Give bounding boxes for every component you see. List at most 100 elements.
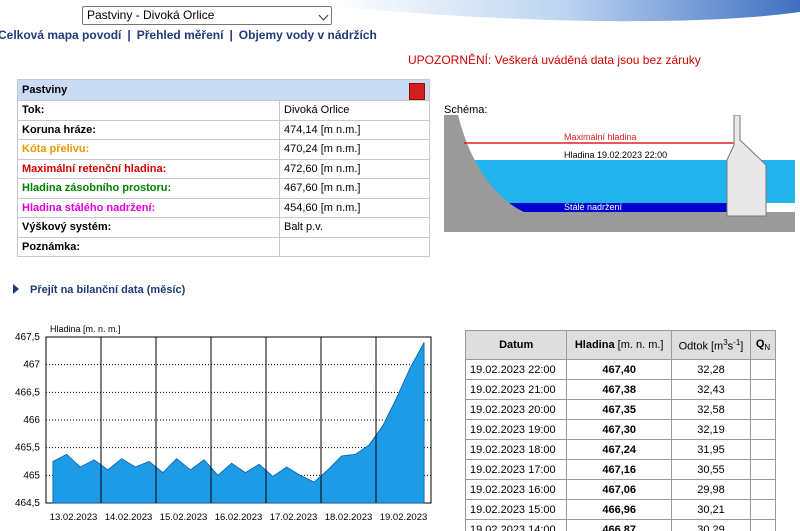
date-cell: 19.02.2023 15:00 xyxy=(465,499,568,520)
date-cell: 19.02.2023 17:00 xyxy=(465,459,568,480)
info-row: Maximální retenční hladina: 472,60 [m n.m… xyxy=(17,158,430,179)
balance-link[interactable]: Přejít na bilanční data (měsíc) xyxy=(30,284,186,296)
station-select[interactable]: Pastviny - Divoká Orlice xyxy=(82,6,332,25)
column-header: Datum xyxy=(465,330,568,360)
terrain xyxy=(444,115,795,232)
y-tick-label: 465,5 xyxy=(15,443,40,454)
data-table-wrap: Datum Hladina [m. n. m.] Odtok [m3s-1] QN 19… xyxy=(465,330,776,531)
cell: 30,55 xyxy=(670,459,751,480)
info-label: Výškový systém: xyxy=(17,217,280,238)
info-value: Divoká Orlice xyxy=(279,100,430,121)
table-row: 19.02.2023 16:00 467,06 29,98 xyxy=(465,479,776,500)
nav-link[interactable]: Celková mapa povodí xyxy=(0,28,122,42)
cell: 467,30 xyxy=(566,419,672,440)
banner-decoration xyxy=(330,0,800,22)
date-cell: 19.02.2023 16:00 xyxy=(465,479,568,500)
info-title-cell: Pastviny xyxy=(17,79,430,101)
x-tick-label: 16.02.2023 xyxy=(215,512,263,523)
info-label: Maximální retenční hladina: xyxy=(17,158,280,179)
info-label: Hladina zásobního prostoru: xyxy=(17,178,280,199)
y-tick-label: 465 xyxy=(23,470,40,481)
column-header: Hladina [m. n. m.] xyxy=(566,330,672,360)
cell: 32,58 xyxy=(670,399,751,420)
y-tick-label: 466 xyxy=(23,415,40,426)
cell: 31,95 xyxy=(670,439,751,460)
header-text: [m. n. m.] xyxy=(614,339,664,351)
info-value: 454,60 [m n.m.] xyxy=(279,197,430,218)
y-tick-label: 466,5 xyxy=(15,387,40,398)
x-tick-label: 15.02.2023 xyxy=(160,512,208,523)
current-level-text: Hladina 19.02.2023 22:00 xyxy=(564,150,667,160)
cell: 467,40 xyxy=(566,359,672,380)
cell: 30,21 xyxy=(670,499,751,520)
x-tick-label: 13.02.2023 xyxy=(50,512,98,523)
table-row: 19.02.2023 15:00 466,96 30,21 xyxy=(465,499,776,520)
info-value: 474,14 [m n.m.] xyxy=(279,119,430,140)
info-value: Balt p.v. xyxy=(279,217,430,238)
x-tick-label: 14.02.2023 xyxy=(105,512,153,523)
table-row: 19.02.2023 19:00 467,30 32,19 xyxy=(465,419,776,440)
info-row: Kóta přelivu: 470,24 [m n.m.] xyxy=(17,139,430,160)
cell: 32,43 xyxy=(670,379,751,400)
info-value: 467,60 [m n.m.] xyxy=(279,178,430,199)
info-value xyxy=(279,236,430,257)
info-value: 472,60 [m n.m.] xyxy=(279,158,430,179)
schema-label: Schéma: xyxy=(444,104,488,116)
qn-cell xyxy=(749,459,776,480)
qn-cell xyxy=(749,399,776,420)
nav-link[interactable]: Přehled měření xyxy=(136,28,224,42)
header-text: 3 xyxy=(723,337,728,347)
table-row: 19.02.2023 20:00 467,35 32,58 xyxy=(465,399,776,420)
info-header: Pastviny xyxy=(17,79,430,101)
warning: UPOZORNĚNÍ: Veškerá uváděná data jsou be… xyxy=(408,53,701,67)
info-label: Kóta přelivu: xyxy=(17,139,280,160)
y-tick-label: 467 xyxy=(23,360,40,371)
pdf-icon[interactable] xyxy=(409,83,425,100)
info-row: Koruna hráze: 474,14 [m n.m.] xyxy=(17,119,430,140)
table-row: 19.02.2023 14:00 466,87 30,29 xyxy=(465,519,776,531)
info-label: Poznámka: xyxy=(17,236,280,257)
table-row: 19.02.2023 21:00 467,38 32,43 xyxy=(465,379,776,400)
table-row: 19.02.2023 17:00 467,16 30,55 xyxy=(465,459,776,480)
y-tick-label: 467,5 xyxy=(15,332,40,343)
nav-separator: | xyxy=(229,28,233,42)
qn-cell xyxy=(749,379,776,400)
info-table: Pastviny Tok: Divoká Orlice Koruna hráze: 47… xyxy=(17,79,430,257)
cell: 467,38 xyxy=(566,379,672,400)
permanent-level-text: Stálé nadržení xyxy=(564,202,623,212)
date-cell: 19.02.2023 18:00 xyxy=(465,439,568,460)
date-cell: 19.02.2023 14:00 xyxy=(465,519,568,531)
cell: 466,87 xyxy=(566,519,672,531)
qn-cell xyxy=(749,479,776,500)
info-row: Hladina zásobního prostoru: 467,60 [m n.m… xyxy=(17,178,430,199)
nav-link[interactable]: Objemy vody v nádržích xyxy=(238,28,377,42)
info-label: Tok: xyxy=(17,100,280,121)
cell: 467,16 xyxy=(566,459,672,480)
qn-cell xyxy=(749,359,776,380)
column-header: Odtok [m3s-1] xyxy=(670,330,751,360)
header-text: Q xyxy=(755,337,765,350)
info-value: 470,24 [m n.m.] xyxy=(279,139,430,160)
select-arrow xyxy=(318,10,329,21)
permanent-storage xyxy=(444,203,744,212)
x-tick-label: 19.02.2023 xyxy=(380,512,428,523)
qn-cell xyxy=(749,439,776,460)
select-text: Pastviny - Divoká Orlice xyxy=(87,8,215,22)
link-marker xyxy=(13,284,19,294)
cell: 29,98 xyxy=(670,479,751,500)
header-text: Datum xyxy=(499,339,534,351)
header-text: N xyxy=(764,343,771,353)
info-row: Výškový systém: Balt p.v. xyxy=(17,217,430,238)
info-label: Koruna hráze: xyxy=(17,119,280,140)
data-table: Datum Hladina [m. n. m.] Odtok [m3s-1] QN 19… xyxy=(465,330,776,531)
qn-cell xyxy=(749,499,776,520)
dam xyxy=(726,115,767,217)
info-label: Hladina stálého nadržení: xyxy=(17,197,280,218)
qn-cell xyxy=(749,419,776,440)
info-row: Poznámka: xyxy=(17,236,430,257)
cell: 32,28 xyxy=(670,359,751,380)
nav-separator: | xyxy=(127,28,131,42)
header-text: ] xyxy=(740,340,744,353)
cell: 466,96 xyxy=(566,499,672,520)
